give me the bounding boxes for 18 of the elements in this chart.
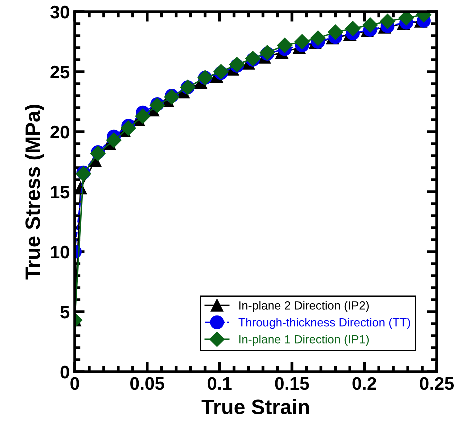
y-axis-title: True Stress (MPa) bbox=[25, 105, 44, 280]
x-axis-title: True Strain bbox=[202, 399, 310, 415]
legend-label: In-plane 2 Direction (IP2) bbox=[240, 301, 369, 312]
x-tick-label: 0.1 bbox=[208, 377, 232, 390]
x-tick-label: 0.25 bbox=[420, 377, 454, 390]
y-tick-label: 20 bbox=[50, 126, 70, 139]
legend-label: In-plane 1 Direction (IP1) bbox=[240, 335, 369, 346]
y-tick-label: 10 bbox=[51, 246, 70, 259]
y-tick-label: 25 bbox=[50, 66, 70, 79]
y-tick-label: 30 bbox=[50, 6, 70, 19]
x-tick-label: 0 bbox=[70, 377, 80, 390]
x-tick-label: 0.05 bbox=[130, 377, 164, 390]
x-tick-label: 0.2 bbox=[352, 377, 376, 390]
legend-label: Through-thickness Direction (TT) bbox=[238, 318, 410, 330]
y-tick-label: 5 bbox=[60, 306, 70, 319]
y-tick-label: 15 bbox=[51, 186, 70, 199]
y-tick-label: 0 bbox=[60, 366, 70, 379]
x-tick-label: 0.15 bbox=[275, 377, 310, 390]
